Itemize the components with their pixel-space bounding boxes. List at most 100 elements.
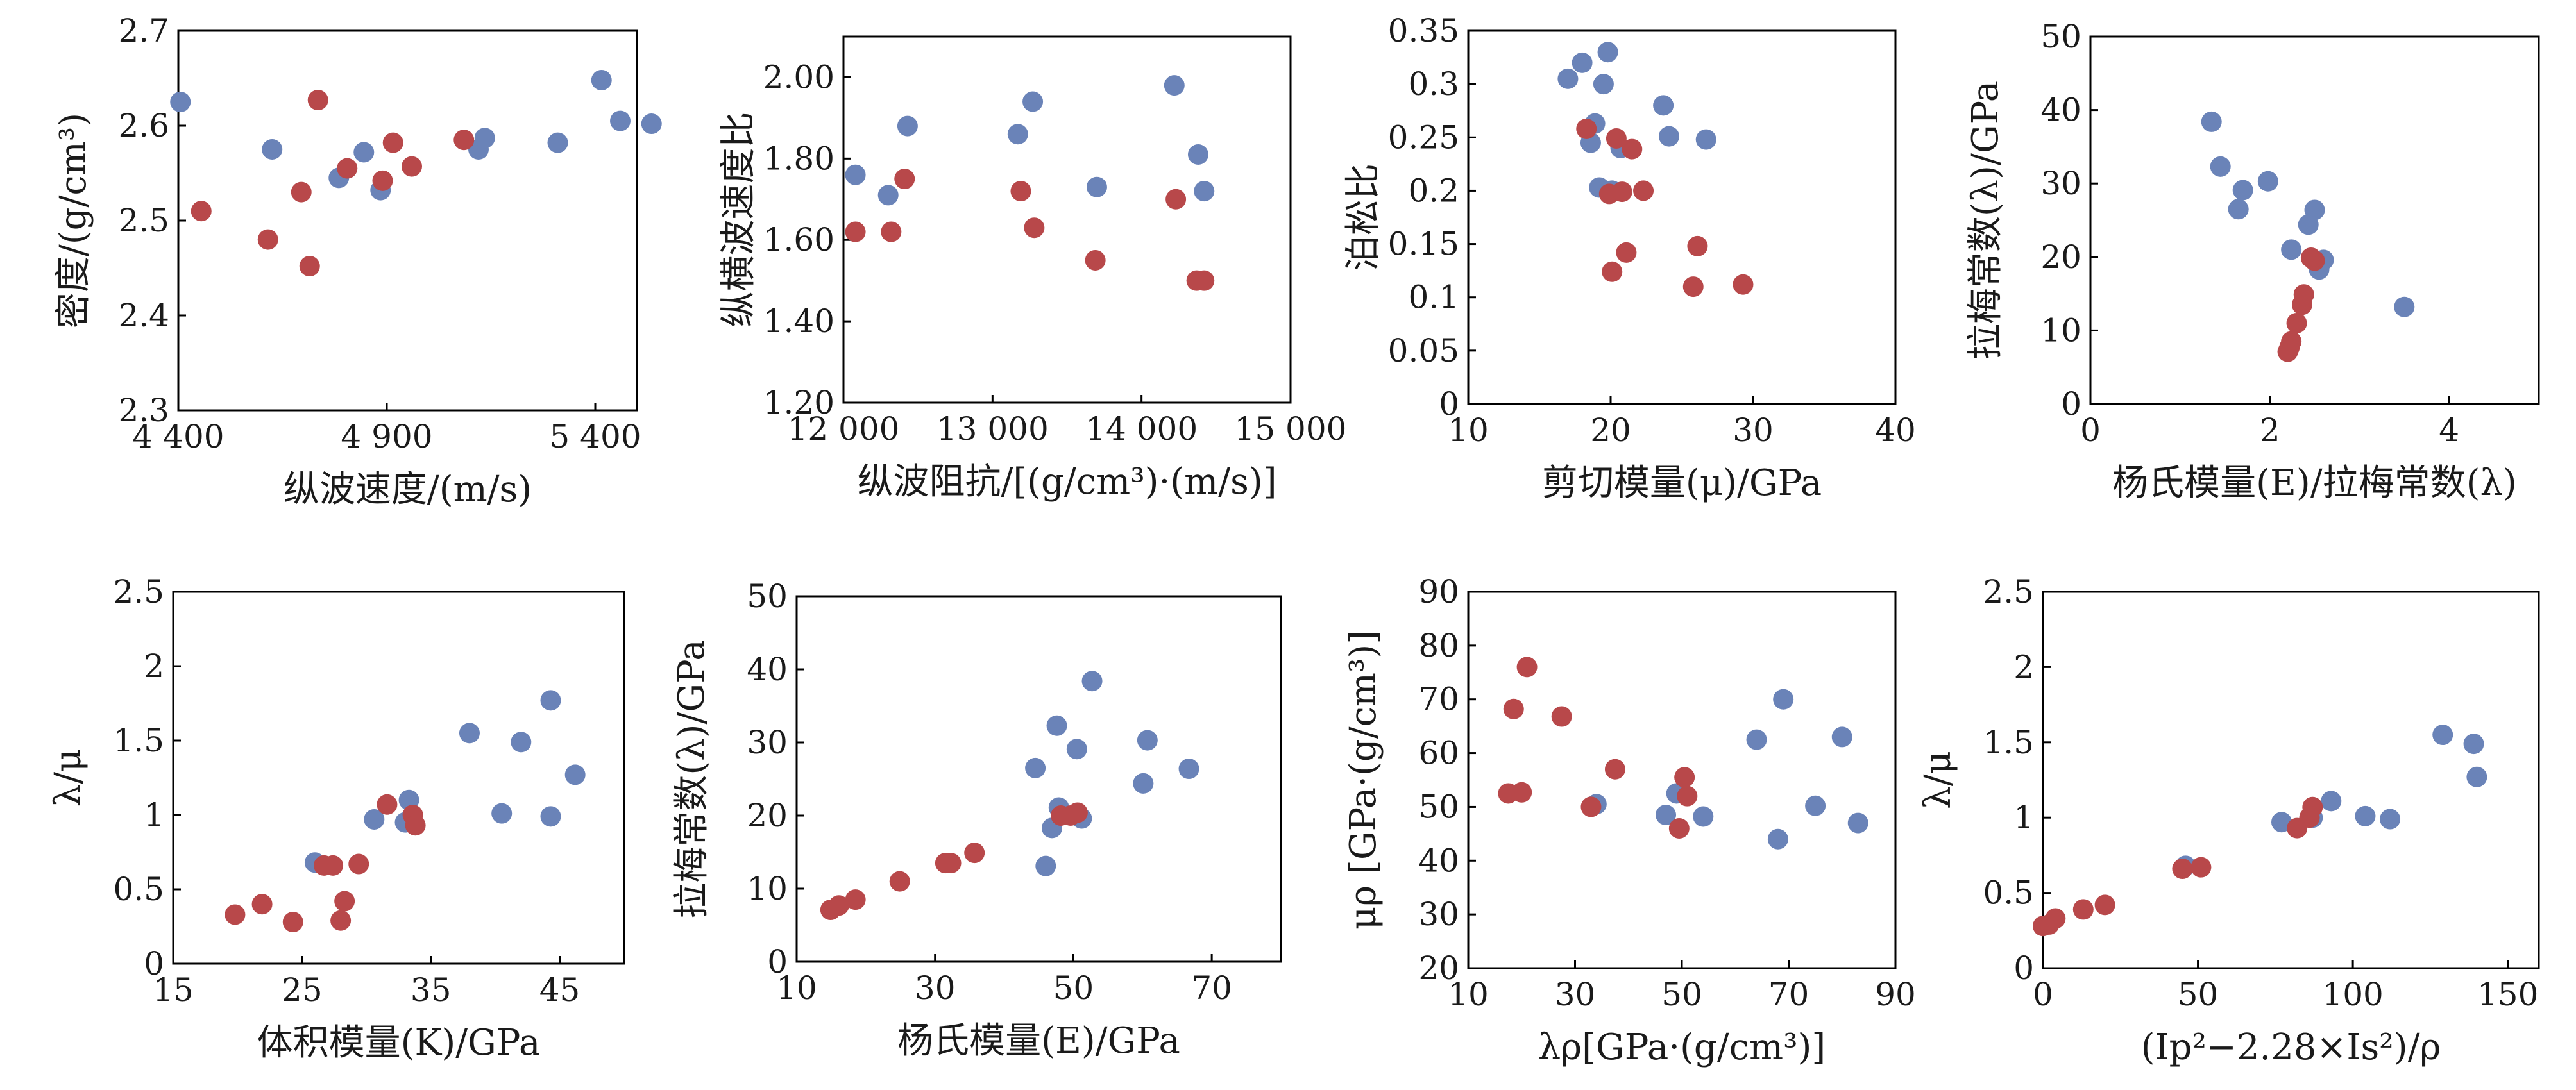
x-tick-label: 13 000 [936, 410, 1049, 448]
y-axis-label: 拉梅常数(λ)/GPa [671, 639, 713, 918]
data-point-blue [1022, 91, 1044, 112]
y-axis-label: μρ [GPa·(g/cm³)] [1343, 630, 1384, 930]
y-tick-label: 2 [2013, 648, 2034, 685]
x-tick-label: 50 [1661, 976, 1702, 1013]
x-tick-label: 4 400 [132, 418, 224, 455]
data-point-blue [564, 764, 586, 785]
data-point-blue [1187, 144, 1208, 165]
y-tick-label: 1.80 [763, 140, 835, 177]
y-tick-label: 50 [747, 578, 788, 615]
x-axis-label: 剪切模量(μ)/GPa [1542, 462, 1822, 504]
x-tick-label: 70 [1768, 976, 1809, 1013]
data-point-red [828, 895, 849, 916]
data-point-red [382, 132, 403, 153]
y-tick-label: 1.20 [763, 384, 835, 421]
data-point-blue [262, 139, 283, 160]
data-point-red [330, 910, 352, 931]
y-tick-label: 2.5 [1983, 573, 2034, 610]
y-tick-label: 0.5 [113, 871, 164, 908]
data-point-blue [1847, 812, 1868, 834]
data-point-blue [2271, 812, 2292, 833]
data-point-red [1674, 767, 1695, 788]
data-point-blue [2466, 766, 2487, 787]
x-tick-label: 10 [1448, 976, 1489, 1013]
data-point-red [1606, 128, 1627, 149]
data-point-red [1733, 274, 1754, 295]
data-point-blue [511, 732, 532, 753]
data-point-blue [1695, 129, 1716, 150]
data-point-blue [364, 809, 385, 830]
plot-frame [1467, 29, 1897, 405]
data-point-red [1687, 235, 1708, 256]
data-point-blue [1035, 855, 1056, 876]
data-point-blue [170, 92, 191, 112]
y-tick-label: 40 [2040, 92, 2081, 129]
data-point-red [2304, 250, 2325, 271]
plot-frame [795, 595, 1282, 963]
y-tick-label: 40 [1418, 842, 1459, 879]
data-point-blue [1831, 726, 1852, 748]
data-point-red [251, 894, 273, 915]
y-tick-label: 20 [747, 797, 788, 834]
plot-frame [2089, 35, 2540, 405]
y-tick-label: 0.05 [1388, 332, 1459, 369]
data-point-red [1604, 759, 1625, 780]
data-point-blue [2201, 111, 2222, 132]
data-point-red [889, 871, 910, 892]
data-point-red [1516, 657, 1538, 678]
data-point-red [2302, 796, 2323, 818]
data-point-red [1580, 796, 1602, 818]
data-point-blue [1025, 757, 1046, 778]
data-point-red [1010, 181, 1031, 202]
x-tick-label: 25 [282, 971, 323, 1009]
data-point-blue [2355, 805, 2376, 826]
data-point-blue [2257, 171, 2278, 192]
y-tick-label: 70 [1418, 681, 1459, 718]
x-tick-label: 90 [1875, 976, 1916, 1013]
data-point-red [1682, 276, 1704, 298]
y-tick-label: 2.00 [763, 58, 835, 96]
data-point-red [1576, 118, 1597, 139]
data-point-blue [353, 142, 375, 163]
x-tick-label: 10 [1448, 412, 1489, 449]
data-point-blue [1572, 52, 1593, 73]
data-point-red [2094, 894, 2115, 916]
data-point-red [1085, 249, 1106, 271]
plot-frame [842, 35, 1292, 404]
data-point-blue [1133, 773, 1154, 794]
y-tick-label: 0 [144, 945, 164, 982]
data-point-red [402, 156, 422, 177]
y-tick-label: 0.5 [1983, 875, 2034, 912]
y-tick-label: 20 [2040, 239, 2081, 276]
x-tick-label: 14 000 [1085, 410, 1198, 448]
data-point-blue [591, 69, 612, 90]
data-point-blue [1194, 181, 1215, 202]
data-point-blue [1597, 42, 1618, 63]
y-tick-label: 1 [144, 796, 164, 834]
y-tick-label: 50 [2040, 18, 2081, 55]
data-point-red [1668, 818, 1690, 839]
data-point-red [453, 130, 475, 151]
x-tick-label: 15 [153, 971, 194, 1009]
data-point-blue [2321, 791, 2342, 812]
data-point-red [334, 891, 355, 912]
data-point-red [940, 853, 962, 874]
y-tick-label: 2.3 [118, 392, 169, 429]
data-point-red [405, 815, 426, 836]
y-tick-label: 2.5 [113, 573, 164, 610]
y-tick-label: 2.5 [118, 202, 169, 239]
data-point-blue [1773, 689, 1794, 710]
data-point-blue [2210, 156, 2231, 177]
y-tick-label: 2.6 [118, 107, 169, 144]
data-point-red [1633, 180, 1654, 201]
y-tick-label: 1.60 [763, 221, 835, 258]
y-tick-label: 50 [1418, 788, 1459, 825]
x-tick-label: 10 [776, 969, 817, 1007]
y-tick-label: 40 [747, 651, 788, 688]
data-point-blue [1656, 805, 1677, 826]
x-axis-label: 杨氏模量(E)/GPa [897, 1020, 1180, 1062]
data-point-blue [1805, 795, 1826, 816]
data-point-blue [610, 110, 631, 131]
data-point-red [1611, 181, 1632, 203]
data-point-blue [491, 803, 513, 824]
